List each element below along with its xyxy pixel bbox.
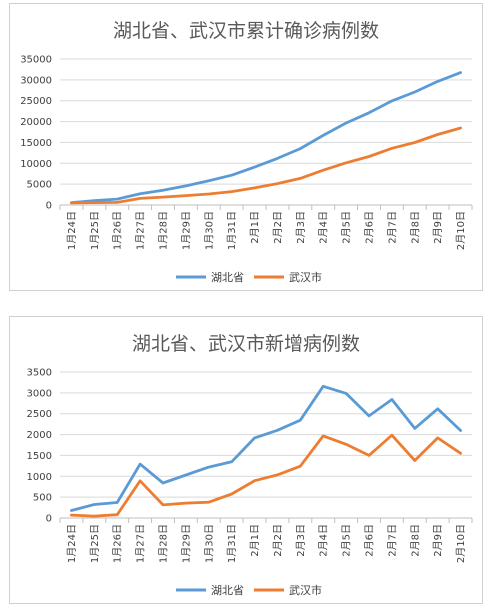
chart-title: 湖北省、武汉市累计确诊病例数: [113, 20, 379, 42]
x-tick-label: 1月29日: [180, 211, 192, 250]
legend-label: 武汉市: [289, 270, 322, 284]
new-cases-chart: 湖北省、武汉市新增病例数 0 500 1000 1500 2000 2500 3000 3500…: [27, 333, 473, 597]
new-cases-chart-panel: 湖北省、武汉市新增病例数 0 500 1000 1500 2000 2500 3000 3500…: [9, 316, 483, 604]
x-tick-label: 1月28日: [158, 211, 170, 250]
x-tick-label: 1月24日: [66, 211, 78, 250]
y-tick-label: 25000: [20, 96, 52, 107]
y-tick-label: 20000: [20, 117, 52, 128]
x-tick-label: 2月6日: [364, 524, 376, 557]
y-tick-label: 15000: [20, 138, 52, 149]
chart-title: 湖北省、武汉市新增病例数: [132, 333, 360, 355]
x-tick-label: 2月2日: [272, 524, 284, 557]
y-tick-label: 35000: [20, 55, 52, 66]
x-tick-label: 1月27日: [135, 211, 147, 250]
cumulative-chart-panel: 湖北省、武汉市累计确诊病例数 0 5000 10000 15000 20000 25000 3…: [9, 3, 483, 291]
y-tick-label: 30000: [20, 75, 52, 86]
y-tick-label: 2000: [27, 430, 52, 441]
series-line-wuhan: [70, 433, 463, 518]
y-tick-label: 0: [46, 514, 52, 525]
x-tick-label: 2月10日: [455, 211, 467, 250]
y-tick-label: 1500: [27, 451, 52, 462]
x-tick-label: 1月26日: [112, 211, 124, 250]
x-tick-label: 1月31日: [226, 524, 238, 563]
x-tick-label: 1月25日: [89, 211, 101, 250]
series-line-hubei: [70, 384, 463, 512]
x-tick-label: 2月8日: [409, 211, 421, 244]
x-tick-label: 1月31日: [226, 211, 238, 250]
x-tick-label: 2月3日: [295, 211, 307, 244]
series-line-hubei: [70, 71, 463, 205]
x-tick-label: 2月2日: [272, 211, 284, 244]
x-tick-label: 2月5日: [341, 524, 353, 557]
x-tick-label: 2月4日: [318, 524, 330, 557]
x-tick-label: 2月1日: [249, 211, 261, 244]
y-tick-label: 10000: [20, 159, 52, 170]
y-tick-label: 0: [46, 201, 52, 212]
x-tick-label: 2月9日: [432, 524, 444, 557]
x-tick-label: 1月24日: [66, 524, 78, 563]
x-tick-label: 1月27日: [135, 524, 147, 563]
x-tick-label: 1月26日: [112, 524, 124, 563]
x-tick-label: 2月4日: [318, 211, 330, 244]
x-tick-label: 2月3日: [295, 524, 307, 557]
x-tick-label: 1月28日: [158, 524, 170, 563]
y-tick-label: 3000: [27, 388, 52, 399]
x-tick-label: 2月10日: [455, 524, 467, 563]
series-line-wuhan: [70, 126, 463, 205]
y-tick-label: 2500: [27, 409, 52, 420]
x-tick-label: 2月9日: [432, 211, 444, 244]
legend-label: 湖北省: [211, 584, 244, 597]
x-tick-label: 1月30日: [203, 524, 215, 563]
legend-label: 湖北省: [211, 271, 244, 284]
legend-label: 武汉市: [289, 583, 322, 597]
x-tick-label: 1月29日: [180, 524, 192, 563]
x-tick-label: 1月25日: [89, 524, 101, 563]
y-tick-label: 1000: [27, 472, 52, 483]
x-tick-label: 2月6日: [364, 211, 376, 244]
y-tick-label: 3500: [27, 368, 52, 379]
cumulative-chart: 湖北省、武汉市累计确诊病例数 0 5000 10000 15000 20000 25000 3…: [20, 20, 473, 284]
x-tick-label: 2月5日: [341, 211, 353, 244]
x-tick-label: 2月1日: [249, 524, 261, 557]
x-tick-label: 2月7日: [386, 211, 398, 244]
x-tick-label: 1月30日: [203, 211, 215, 250]
x-tick-label: 2月8日: [409, 524, 421, 557]
y-tick-label: 500: [33, 493, 52, 504]
x-tick-label: 2月7日: [386, 524, 398, 557]
y-tick-label: 5000: [27, 180, 52, 191]
